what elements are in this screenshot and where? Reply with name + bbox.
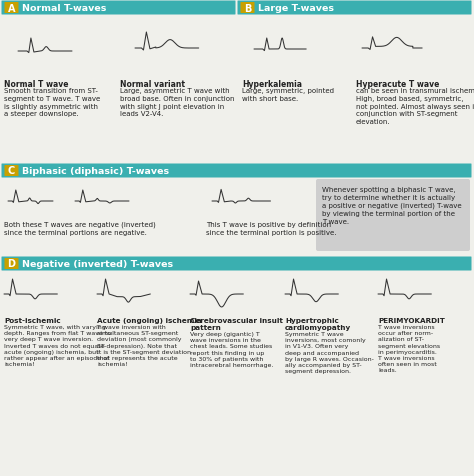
- FancyBboxPatch shape: [4, 166, 18, 177]
- Text: Normal T wave: Normal T wave: [4, 80, 69, 89]
- Text: Post-ischemic: Post-ischemic: [4, 317, 61, 323]
- Text: T wave inversions
occur after norm-
alization of ST-
segment elevations
in perim: T wave inversions occur after norm- aliz…: [378, 324, 440, 373]
- Text: PERIMYOKARDIT: PERIMYOKARDIT: [378, 317, 445, 323]
- Text: Normal T-waves: Normal T-waves: [22, 4, 106, 13]
- Text: can be seen in transmural ischemia.
High, broad based, symmetric,
not pointed. A: can be seen in transmural ischemia. High…: [356, 88, 474, 125]
- Text: Large, asymmetric T wave with
broad base. Often in conjunction
with slight J poi: Large, asymmetric T wave with broad base…: [120, 88, 235, 117]
- Text: Cerebrovascular insult
pattern: Cerebrovascular insult pattern: [190, 317, 283, 330]
- Text: Large, symmetric, pointed
with short base.: Large, symmetric, pointed with short bas…: [242, 88, 334, 101]
- FancyBboxPatch shape: [4, 258, 18, 269]
- Text: T wave inversion with
simultaneous ST-segment
deviation (most commonly
ST-depres: T wave inversion with simultaneous ST-se…: [97, 324, 191, 367]
- Text: Symmetric T wave, with varying
depth. Ranges from flat T wave to
very deep T wav: Symmetric T wave, with varying depth. Ra…: [4, 324, 111, 367]
- FancyBboxPatch shape: [1, 1, 236, 15]
- FancyBboxPatch shape: [240, 3, 255, 14]
- Text: C: C: [8, 166, 15, 176]
- Text: D: D: [8, 259, 16, 269]
- Text: Negative (inverted) T-waves: Negative (inverted) T-waves: [22, 259, 173, 268]
- FancyBboxPatch shape: [1, 164, 472, 178]
- Text: Normal variant: Normal variant: [120, 80, 185, 89]
- Text: Both these T waves are negative (inverted)
since the terminal portions are negat: Both these T waves are negative (inverte…: [4, 221, 156, 236]
- Text: Whenever spotting a biphasic T wave,
try to determine whether it is actually
a p: Whenever spotting a biphasic T wave, try…: [322, 187, 462, 225]
- Text: Hyperacute T wave: Hyperacute T wave: [356, 80, 439, 89]
- Text: B: B: [244, 3, 251, 13]
- FancyBboxPatch shape: [237, 1, 472, 15]
- Text: Smooth transition from ST-
segment to T wave. T wave
is slightly asymmetric with: Smooth transition from ST- segment to T …: [4, 88, 100, 117]
- FancyBboxPatch shape: [1, 257, 472, 271]
- Text: This T wave is positive by definition
since the terminal portion is positive.: This T wave is positive by definition si…: [206, 221, 337, 235]
- Text: Hypertrophic
cardiomyopathy: Hypertrophic cardiomyopathy: [285, 317, 351, 330]
- Text: Acute (ongoing) ischemia: Acute (ongoing) ischemia: [97, 317, 202, 323]
- Text: Symmetric T wave
inversions, most comonly
in V1-V3. Often very
deep and accompan: Symmetric T wave inversions, most comonl…: [285, 331, 374, 373]
- Text: A: A: [8, 3, 15, 13]
- FancyBboxPatch shape: [316, 179, 470, 251]
- FancyBboxPatch shape: [4, 3, 18, 14]
- Text: Large T-waves: Large T-waves: [258, 4, 334, 13]
- Text: Very deep (gigantic) T
wave inversions in the
chest leads. Some studies
report t: Very deep (gigantic) T wave inversions i…: [190, 331, 273, 367]
- Text: Hyperkalemia: Hyperkalemia: [242, 80, 302, 89]
- Text: Biphasic (diphasic) T-waves: Biphasic (diphasic) T-waves: [22, 167, 169, 176]
